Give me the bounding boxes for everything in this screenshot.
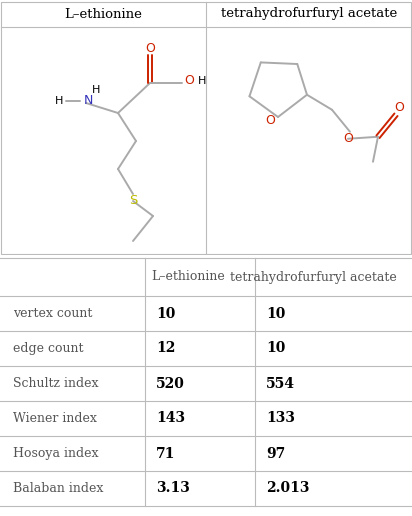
Text: 554: 554 [266,377,295,391]
Text: H: H [198,76,206,86]
Text: O: O [265,114,275,126]
Text: Schultz index: Schultz index [13,377,98,390]
Text: edge count: edge count [13,342,84,355]
Text: 12: 12 [156,342,176,356]
Text: L–ethionine: L–ethionine [151,270,225,283]
Text: 133: 133 [266,411,295,426]
Text: O: O [394,101,404,114]
Text: L–ethionine: L–ethionine [64,8,142,21]
Text: 10: 10 [266,307,286,320]
Text: tetrahydrofurfuryl acetate: tetrahydrofurfuryl acetate [221,8,397,21]
Text: S: S [129,195,137,207]
Text: N: N [83,94,93,107]
Text: O: O [184,74,194,88]
Text: 10: 10 [266,342,286,356]
Text: H: H [92,85,100,95]
Text: Wiener index: Wiener index [13,412,97,425]
Text: O: O [343,132,353,146]
Text: 143: 143 [156,411,185,426]
Text: 3.13: 3.13 [156,481,190,495]
Text: 2.013: 2.013 [266,481,309,495]
Text: H: H [55,96,63,106]
Text: 10: 10 [156,307,176,320]
Text: 71: 71 [156,446,176,460]
Text: O: O [145,41,155,55]
Text: Hosoya index: Hosoya index [13,447,98,460]
Text: 97: 97 [266,446,285,460]
Text: Balaban index: Balaban index [13,482,103,495]
Text: tetrahydrofurfuryl acetate: tetrahydrofurfuryl acetate [229,270,396,283]
Text: vertex count: vertex count [13,307,92,320]
Text: 520: 520 [156,377,185,391]
